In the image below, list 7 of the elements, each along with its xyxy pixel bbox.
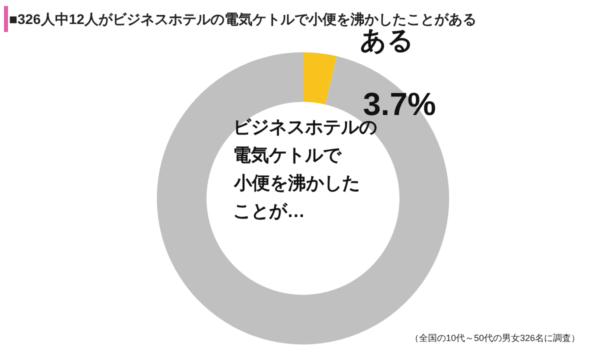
- chart-title: ■326人中12人がビジネスホテルの電気ケトルで小便を沸かしたことがある: [9, 11, 476, 28]
- text: （全国の10代～50代の男女326名に調査）: [410, 333, 580, 343]
- donut-slice: [303, 52, 337, 104]
- text: 小便を沸かした: [233, 173, 360, 193]
- text: 電気ケトルで: [233, 145, 342, 165]
- slice-label: ある: [360, 25, 414, 55]
- text: ことが…: [233, 201, 305, 221]
